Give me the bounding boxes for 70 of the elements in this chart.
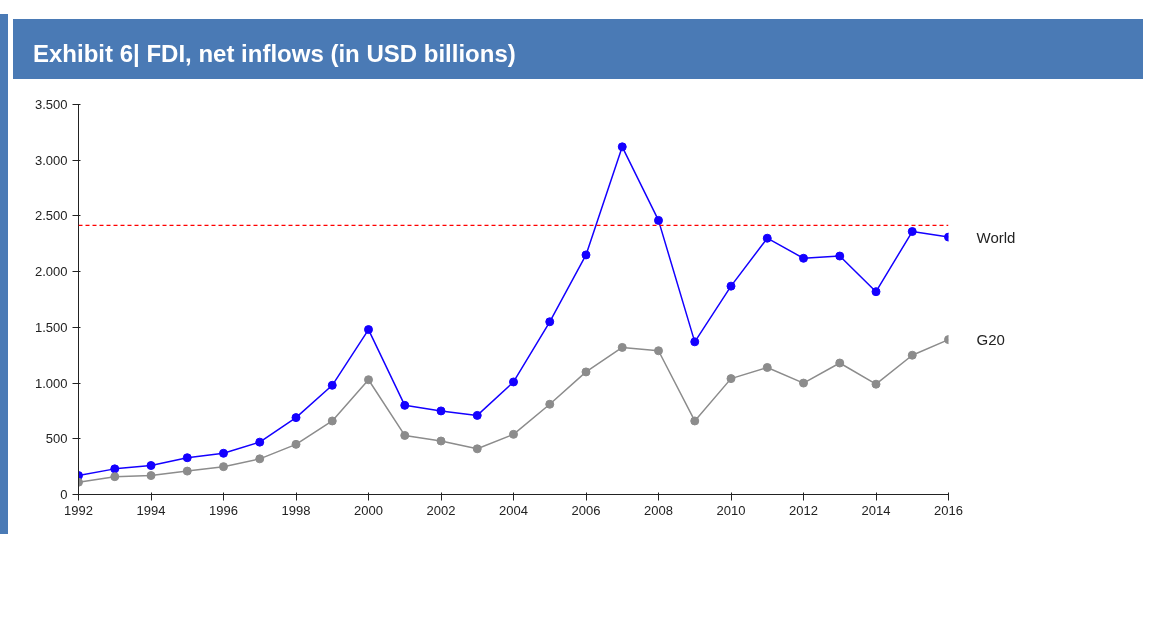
- point: [617, 342, 627, 352]
- series-label: World: [976, 228, 1016, 246]
- point: [327, 416, 337, 426]
- point: [545, 317, 555, 327]
- series-label: G20: [976, 331, 1005, 349]
- x-tick-label: 2006: [571, 502, 601, 518]
- point: [799, 253, 808, 263]
- x-tick-label: 2012: [789, 502, 818, 518]
- point: [146, 471, 156, 481]
- x-tick-label: 2016: [934, 502, 963, 518]
- point: [907, 350, 917, 360]
- point: [110, 472, 120, 482]
- point: [762, 362, 772, 372]
- point: [400, 400, 410, 410]
- point: [799, 378, 808, 388]
- x-tick-label: 2014: [861, 502, 891, 518]
- point: [617, 142, 627, 152]
- x-tick-label: 2000: [354, 502, 383, 518]
- point: [654, 346, 663, 356]
- x-tick-label: 2004: [499, 502, 528, 518]
- point: [436, 406, 446, 416]
- x-tick-label: 2010: [716, 502, 746, 518]
- x-tick-label: 1994: [136, 502, 166, 518]
- point: [871, 379, 881, 389]
- point: [472, 410, 482, 420]
- point: [545, 399, 555, 409]
- point: [726, 281, 736, 291]
- point: [762, 233, 772, 243]
- point: [835, 358, 845, 368]
- x-tick-label: 1996: [209, 502, 238, 518]
- y-tick-label: 2.500: [34, 208, 68, 224]
- y-tick-label: 1.000: [34, 375, 68, 391]
- point: [255, 454, 265, 464]
- y-tick-label: 2.000: [34, 264, 68, 280]
- point: [726, 374, 736, 384]
- point: [690, 416, 700, 426]
- point: [182, 453, 192, 463]
- point: [291, 413, 301, 423]
- point: [509, 429, 518, 439]
- point: [364, 325, 373, 335]
- point: [581, 250, 591, 260]
- point: [690, 337, 700, 347]
- x-tick-label: 2008: [644, 502, 673, 518]
- y-tick-label: 0: [60, 487, 68, 502]
- point: [110, 464, 120, 474]
- point: [364, 375, 373, 385]
- point: [581, 367, 591, 377]
- point: [255, 437, 265, 447]
- point: [400, 430, 410, 440]
- x-tick-label: 1992: [64, 502, 93, 518]
- point: [436, 436, 446, 446]
- point: [327, 380, 337, 390]
- point: [509, 377, 518, 387]
- y-tick-label: 3.000: [34, 152, 68, 168]
- point: [871, 287, 881, 297]
- y-tick-label: 500: [45, 431, 68, 447]
- y-tick-label: 3.500: [34, 97, 68, 112]
- point: [182, 466, 192, 476]
- point: [291, 439, 301, 449]
- point: [835, 251, 845, 261]
- point: [219, 462, 228, 472]
- chart-title: Exhibit 6| FDI, net inflows (in USD billions): [33, 39, 516, 69]
- point: [219, 448, 228, 458]
- point: [907, 227, 917, 237]
- point: [146, 461, 156, 471]
- x-tick-label: 1998: [281, 502, 311, 518]
- point: [472, 444, 482, 454]
- x-tick-label: 2002: [426, 502, 456, 518]
- y-tick-label: 1.500: [34, 319, 68, 335]
- point: [654, 215, 663, 225]
